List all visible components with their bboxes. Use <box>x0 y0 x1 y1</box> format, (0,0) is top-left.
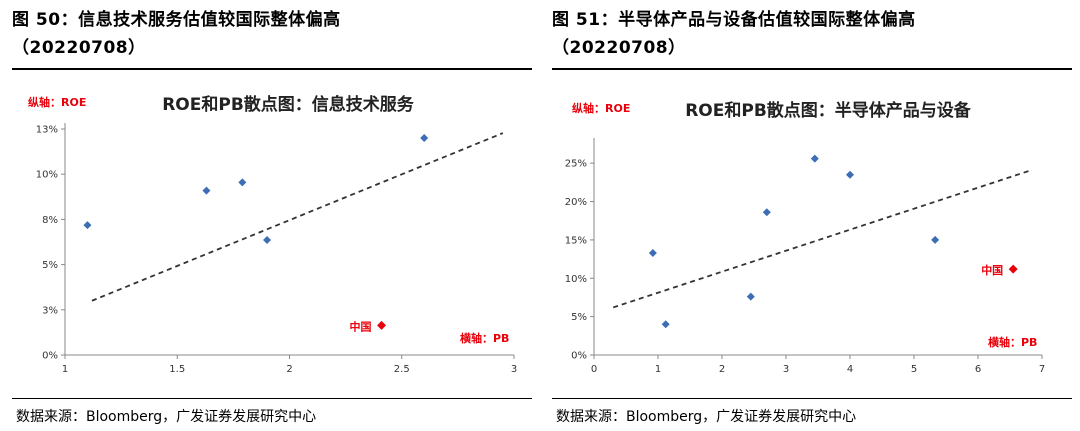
y-tick-label: 20% <box>565 197 587 208</box>
x-tick-label: 1 <box>62 364 68 375</box>
data-point <box>810 154 819 163</box>
y-tick-label: 0% <box>571 351 587 362</box>
y-tick-label: 25% <box>565 159 587 170</box>
scatter-chart-it-services: ROE和PB散点图：信息技术服务纵轴：ROE横轴：PB0%3%5%8%10%13… <box>28 94 517 375</box>
data-point <box>238 178 247 187</box>
data-point <box>846 170 854 179</box>
data-point <box>931 235 940 244</box>
data-point <box>661 320 670 329</box>
scatter-chart-semiconductors: ROE和PB散点图：半导体产品与设备 纵轴：ROE 横轴：PB 0% 5% 10% 15% 2… <box>565 100 1045 375</box>
x-tick-label: 7 <box>1039 364 1045 375</box>
x-tick-label: 0 <box>591 364 597 375</box>
figure-title-line2: （20220708） <box>12 38 146 58</box>
figure-title: 图 51：半导体产品与设备估值较国际整体偏高 （20220708） <box>552 6 1072 62</box>
y-axis-label: 纵轴：ROE <box>28 95 86 109</box>
y-tick-label: 10% <box>36 170 58 181</box>
x-axis-label: 横轴：PB <box>988 335 1037 349</box>
x-tick-label: 1 <box>655 364 661 375</box>
data-point <box>83 221 92 230</box>
y-tick-label: 8% <box>42 215 58 226</box>
figure-50-panel: 图 50：信息技术服务估值较国际整体偏高 （20220708） ROE和PB散点… <box>12 0 532 431</box>
highlight-label-china: 中国 <box>350 319 372 333</box>
y-axis-label: 纵轴：ROE <box>572 101 630 115</box>
source-note: 数据来源：Bloomberg，广发证券发展研究中心 <box>556 409 857 425</box>
y-tick-label: 5% <box>42 260 58 271</box>
figure-title-line1: 图 51：半导体产品与设备估值较国际整体偏高 <box>552 10 916 30</box>
data-point <box>746 292 755 301</box>
y-tick-label: 15% <box>565 235 587 246</box>
x-tick-label: 5 <box>911 364 917 375</box>
figure-51-panel: 图 51：半导体产品与设备估值较国际整体偏高 （20220708） ROE和PB… <box>552 0 1072 431</box>
bottom-divider <box>552 398 1072 399</box>
y-tick-label: 0% <box>42 351 58 362</box>
y-tick-label: 10% <box>565 274 587 285</box>
y-tick-label: 3% <box>42 305 58 316</box>
highlight-point-china <box>1008 264 1018 274</box>
figure-title: 图 50：信息技术服务估值较国际整体偏高 （20220708） <box>12 6 532 62</box>
top-divider <box>12 68 532 70</box>
y-tick-label: 13% <box>36 125 58 136</box>
data-point <box>202 186 211 195</box>
x-tick-label: 2 <box>719 364 725 375</box>
highlight-point-china <box>377 320 387 330</box>
data-point <box>263 235 272 244</box>
trend-line <box>612 169 1030 309</box>
figure-title-line1: 图 50：信息技术服务估值较国际整体偏高 <box>12 10 341 30</box>
trend-line <box>91 132 504 302</box>
x-tick-label: 2.5 <box>394 364 410 375</box>
chart-title: ROE和PB散点图：半导体产品与设备 <box>685 100 972 121</box>
x-axis-label: 横轴：PB <box>460 331 509 345</box>
x-tick-label: 6 <box>975 364 981 375</box>
y-tick-label: 5% <box>571 312 587 323</box>
top-divider <box>552 68 1072 70</box>
bottom-divider <box>12 398 532 399</box>
data-point <box>762 208 771 217</box>
chart-title: ROE和PB散点图：信息技术服务 <box>162 94 415 115</box>
data-point <box>420 134 429 143</box>
source-note: 数据来源：Bloomberg，广发证券发展研究中心 <box>16 409 317 425</box>
data-point <box>648 248 657 257</box>
x-tick-label: 3 <box>783 364 789 375</box>
x-tick-label: 4 <box>847 364 853 375</box>
figure-title-line2: （20220708） <box>552 38 686 58</box>
x-tick-label: 2 <box>286 364 292 375</box>
highlight-label-china: 中国 <box>981 263 1003 277</box>
x-tick-label: 3 <box>511 364 517 375</box>
x-tick-label: 1.5 <box>169 364 185 375</box>
